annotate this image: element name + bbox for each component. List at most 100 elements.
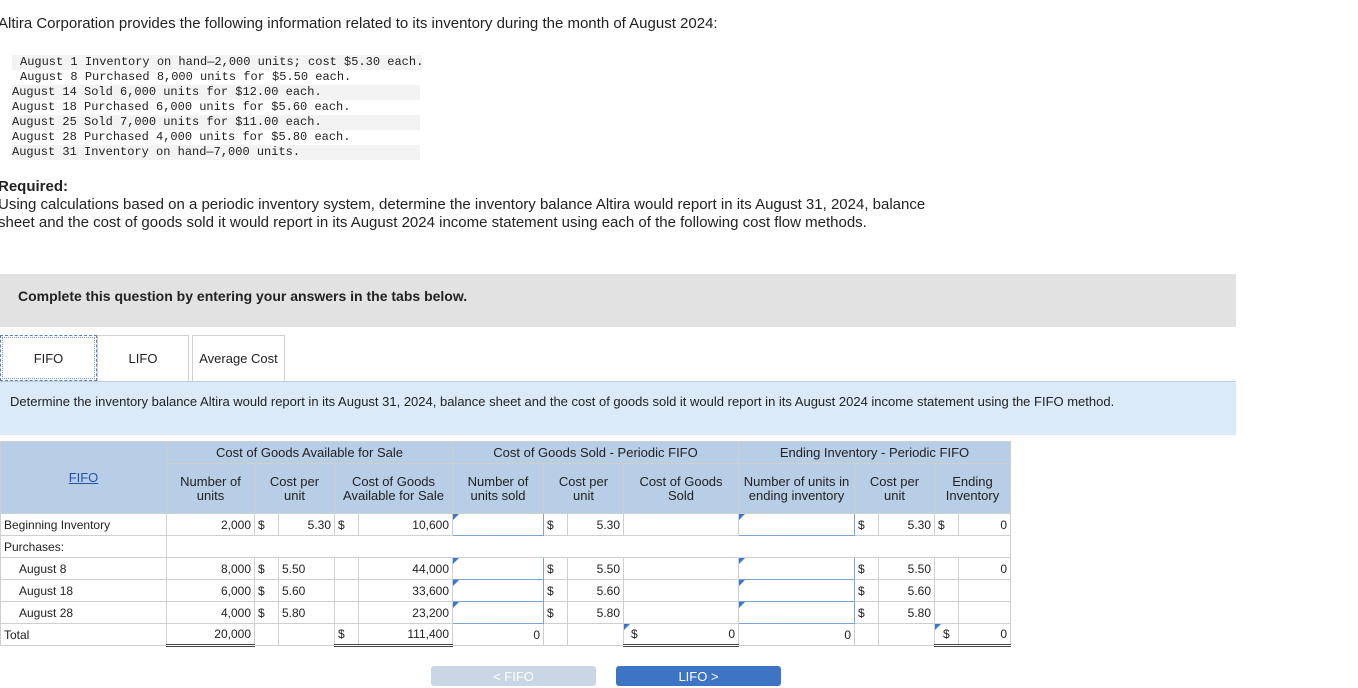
cogs-cell [623,579,739,602]
instruction-banner: Complete this question by entering your … [0,274,1236,327]
row-label: August 28 [0,601,167,624]
row-label: August 18 [0,579,167,602]
cost-cell: 5.80 [278,601,335,624]
units-cell: 6,000 [166,579,255,602]
transaction-row: August 31 Inventory on hand—7,000 units. [12,145,420,160]
empty-cell [334,601,359,624]
fifo-table: FIFO Cost of Goods Available for Sale Co… [0,441,1011,647]
transaction-row: August 28 Purchased 4,000 units for $5.8… [12,130,351,144]
table-row: August 18 6,000 $ 5.60 33,600 $ 5.60 $ 5… [0,579,1011,602]
units-sold-input[interactable] [452,513,544,536]
currency-symbol: $ [543,601,568,624]
ending-units-input[interactable] [738,513,855,536]
ending-value-cell [958,579,1011,602]
currency-symbol: $ [631,627,638,641]
sold-cost-cell: 5.30 [567,513,624,536]
units-sold-input[interactable] [452,557,544,580]
empty-cell [278,623,335,646]
row-label: Beginning Inventory [0,513,167,536]
col-header-units-sold: Number of units sold [452,463,544,514]
currency-symbol: $ [334,513,359,536]
table-row: Purchases: [0,535,1011,558]
col-header-ending-inventory: Ending Inventory [934,463,1011,514]
ending-cost-cell: 5.50 [878,557,935,580]
col-header-units: Number of units [166,463,255,514]
currency-symbol: $ [934,623,959,647]
total-units-cell: 20,000 [166,623,255,647]
total-ending-value-cell: 0 [958,623,1011,647]
row-label: Total [0,623,167,646]
required-title: Required: [0,178,69,195]
sold-cost-cell: 5.60 [567,579,624,602]
table-row-total: Total 20,000 $ 111,400 0 $ 0 0 $ 0 [0,623,1011,647]
currency-symbol: $ [543,579,568,602]
currency-symbol: $ [254,601,279,624]
cogs-cell [623,601,739,624]
empty-cell [567,623,624,646]
col-header-ending-units: Number of units in ending inventory [738,463,855,514]
col-header-sold-cost-per-unit: Cost per unit [543,463,624,514]
instruction-text: Determine the inventory balance Altira w… [10,394,1115,409]
cost-cell: 5.60 [278,579,335,602]
available-cell: 33,600 [358,579,453,602]
cost-cell: 5.50 [278,557,335,580]
group-header-available: Cost of Goods Available for Sale [166,441,453,464]
empty-cell [166,535,1011,558]
available-cell: 23,200 [358,601,453,624]
corner-header: FIFO [0,441,167,514]
col-header-available: Cost of Goods Available for Sale [334,463,453,514]
currency-symbol: $ [543,513,568,536]
units-sold-input[interactable] [452,601,544,624]
units-sold-input[interactable] [452,579,544,602]
ending-value-cell: 0 [958,557,1011,580]
transaction-row: August 8 Purchased 8,000 units for $5.50… [20,70,352,84]
ending-cost-cell: 5.60 [878,579,935,602]
units-cell: 8,000 [166,557,255,580]
ending-units-input[interactable] [738,557,855,580]
currency-symbol: $ [254,513,279,536]
col-header-ending-cost-per-unit: Cost per unit [854,463,935,514]
total-units-sold-cell: 0 [452,623,544,646]
total-cogs-cell: $ 0 [623,623,739,647]
transaction-list: August 1 Inventory on hand—2,000 units; … [12,55,423,160]
required-text: Using calculations based on a periodic i… [0,196,926,231]
units-cell: 4,000 [166,601,255,624]
currency-symbol: $ [543,557,568,580]
ending-cost-cell: 5.80 [878,601,935,624]
ending-value-cell [958,601,1011,624]
table-row: August 28 4,000 $ 5.80 23,200 $ 5.80 $ 5… [0,601,1011,624]
tab-lifo[interactable]: LIFO [97,335,189,381]
transaction-row: August 18 Purchased 6,000 units for $5.6… [12,100,351,114]
table-row: August 8 8,000 $ 5.50 44,000 $ 5.50 $ 5.… [0,557,1011,580]
available-cell: 10,600 [358,513,453,536]
currency-symbol: $ [854,579,879,602]
banner-text: Complete this question by entering your … [18,288,468,304]
ending-units-input[interactable] [738,601,855,624]
currency-symbol: $ [334,623,359,647]
tab-fifo[interactable]: FIFO [0,335,97,381]
col-header-cogs: Cost of Goods Sold [623,463,739,514]
empty-cell [543,623,568,646]
fifo-link[interactable]: FIFO [68,470,99,485]
tab-average-cost[interactable]: Average Cost [192,335,285,381]
empty-cell [878,623,935,646]
prev-tab-button[interactable]: < FIFO [431,666,596,686]
cost-cell: 5.30 [278,513,335,536]
next-tab-button[interactable]: LIFO > [616,666,781,686]
available-cell: 44,000 [358,557,453,580]
ending-units-input[interactable] [738,579,855,602]
sold-cost-cell: 5.50 [567,557,624,580]
row-label: August 8 [0,557,167,580]
table-row: Beginning Inventory 2,000 $ 5.30 $ 10,60… [0,513,1011,536]
currency-symbol: $ [854,513,879,536]
intro-text: Altira Corporation provides the followin… [0,15,718,32]
col-header-cost-per-unit: Cost per unit [254,463,335,514]
empty-cell [254,623,279,646]
cogs-cell [623,513,739,536]
transaction-row: August 25 Sold 7,000 units for $11.00 ea… [12,115,420,130]
group-header-ending: Ending Inventory - Periodic FIFO [738,441,1011,464]
empty-cell [334,579,359,602]
sold-cost-cell: 5.80 [567,601,624,624]
currency-symbol: $ [254,557,279,580]
empty-cell [934,579,959,602]
